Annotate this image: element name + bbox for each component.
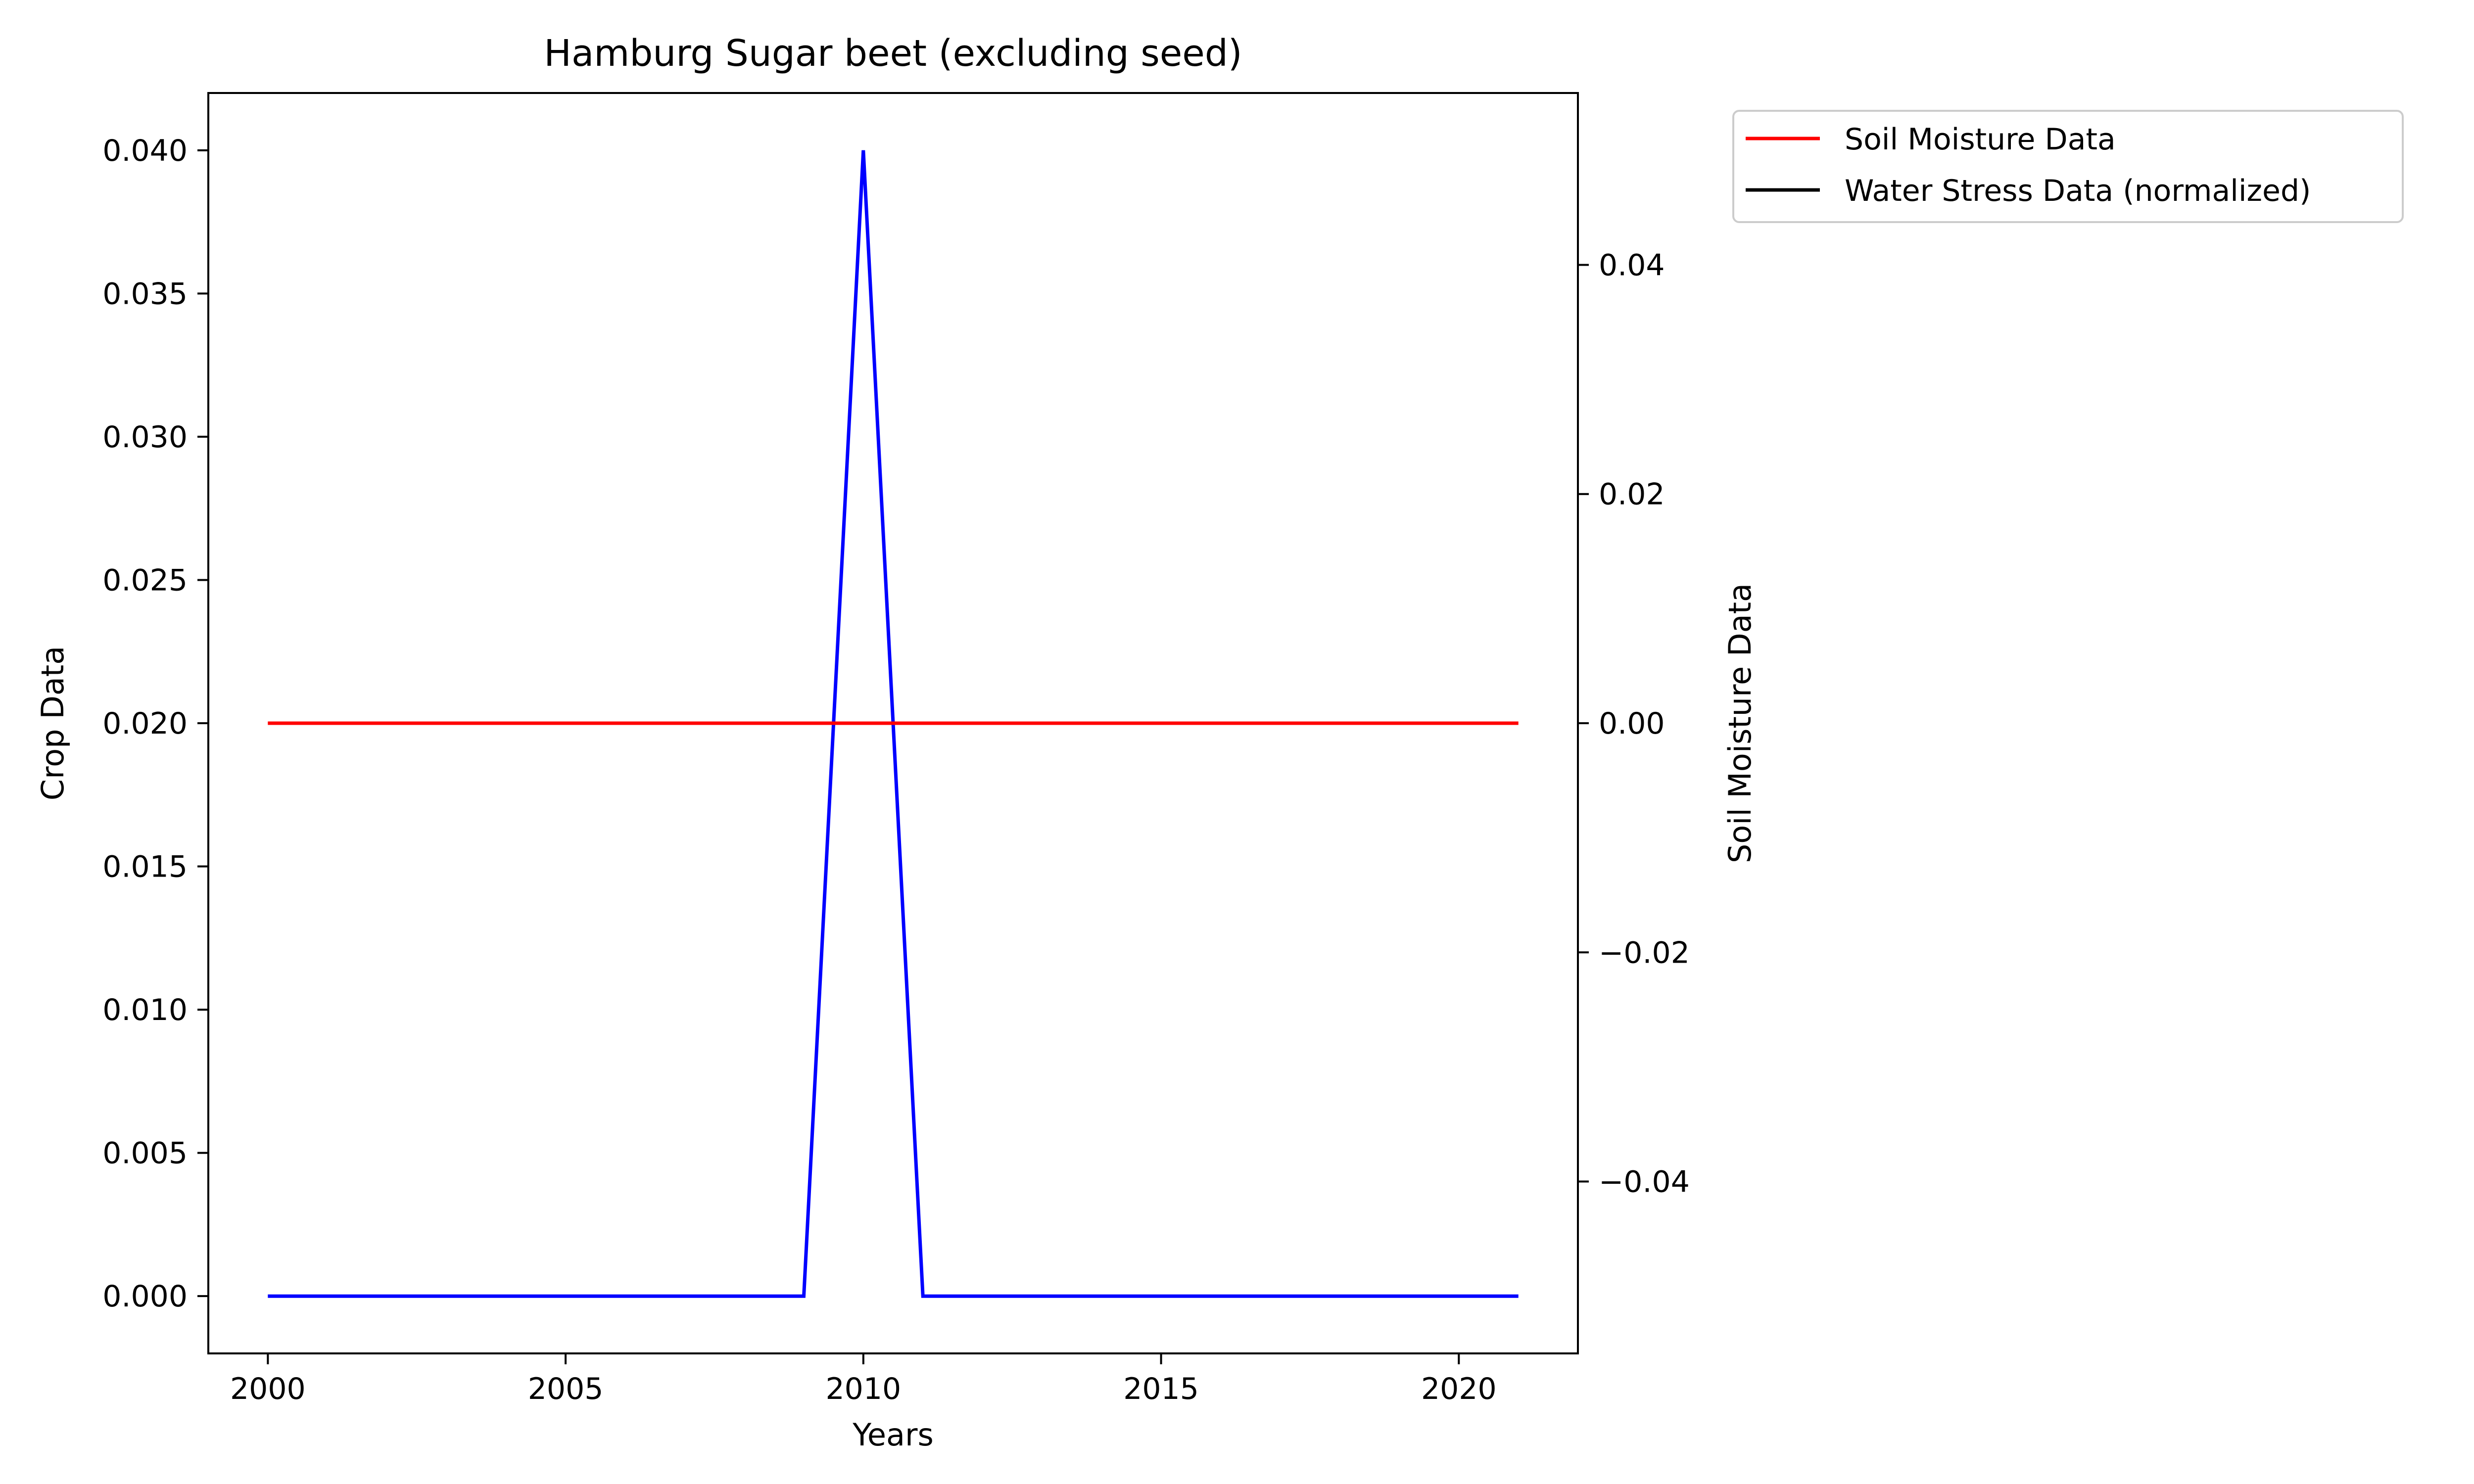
y-right-tick-label: −0.02 <box>1599 935 1690 970</box>
y-left-tick-label: 0.020 <box>102 706 188 741</box>
y-left-tick-label: 0.025 <box>102 563 188 598</box>
y-right-tick-label: 0.02 <box>1599 477 1665 512</box>
y-left-tick-label: 0.035 <box>102 277 188 311</box>
legend-label-soil-moisture: Soil Moisture Data <box>1845 122 2116 157</box>
plot-frame <box>207 92 1579 1354</box>
x-tick-label: 2015 <box>1123 1372 1199 1406</box>
y-left-tick-label: 0.005 <box>102 1136 188 1171</box>
legend-label-water-stress: Water Stress Data (normalized) <box>1845 174 2311 208</box>
y-left-tick-label: 0.040 <box>102 134 188 168</box>
y-axis-left-label: Crop Data <box>35 646 71 800</box>
x-tick-label: 2020 <box>1421 1372 1497 1406</box>
x-tick-label: 2000 <box>230 1372 306 1406</box>
y-right-tick-label: 0.04 <box>1599 248 1665 282</box>
x-tick-label: 2005 <box>528 1372 604 1406</box>
y-axis-right-label: Soil Moisture Data <box>1722 583 1758 863</box>
legend: Soil Moisture Data Water Stress Data (no… <box>1732 110 2404 223</box>
y-right-tick-label: 0.00 <box>1599 706 1665 741</box>
y-left-tick-label: 0.010 <box>102 993 188 1027</box>
y-right-tick-label: −0.04 <box>1599 1165 1690 1200</box>
x-tick-label: 2010 <box>825 1372 901 1406</box>
axes-layer: 2000 2005 2010 2015 2020 0.000 0.005 0.010 0.015… <box>102 134 1690 1406</box>
x-axis-label: Years <box>852 1417 934 1453</box>
legend-box <box>1732 110 2404 223</box>
series-layer <box>268 150 1519 1298</box>
chart-title: Hamburg Sugar beet (excluding seed) <box>544 32 1242 75</box>
y-left-tick-label: 0.015 <box>102 850 188 884</box>
y-left-tick-label: 0.030 <box>102 420 188 455</box>
y-left-tick-label: 0.000 <box>102 1279 188 1314</box>
